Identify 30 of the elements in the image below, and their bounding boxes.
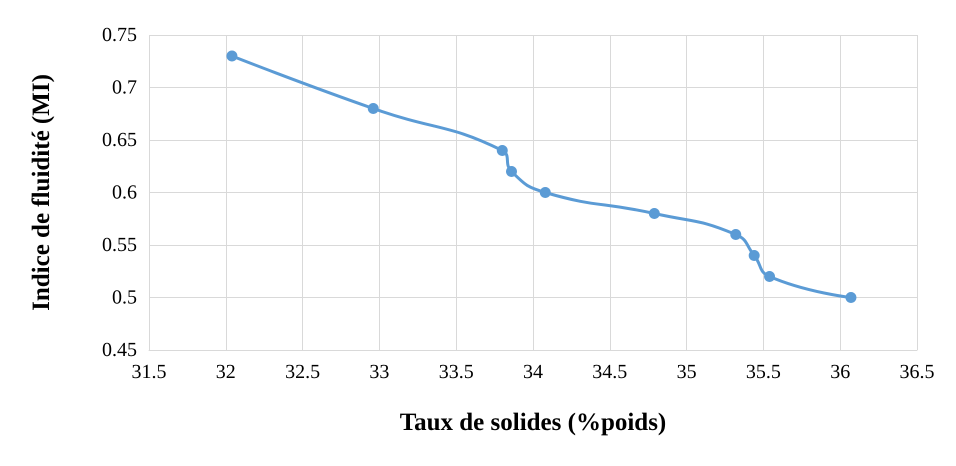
point [226,50,238,62]
x-tick-label: 33.5 [438,361,474,383]
point [730,229,742,240]
y-tick-label: 0.5 [112,286,137,308]
point [368,103,379,114]
point [764,271,776,282]
point [540,187,551,198]
x-tick-label: 33 [369,361,390,383]
x-tick-label: 36.5 [900,361,934,383]
y-tick-label: 0.55 [102,234,137,256]
point [748,250,760,261]
y-tick-label: 0.75 [102,24,137,46]
x-tick-label: 31.5 [132,361,166,383]
x-axis-title: Taux de solides (%poids) [400,409,666,436]
y-tick-label: 0.45 [102,339,137,361]
x-tick-label: 34 [523,361,543,383]
x-tick-label: 34.5 [592,361,628,383]
x-tick-label: 35.5 [746,361,781,383]
x-tick-label: 35 [676,361,697,383]
y-tick-label: 0.7 [112,76,137,98]
x-tick-label: 32.5 [285,361,320,383]
x-tick-label: 36 [830,361,850,383]
point [648,208,660,219]
y-tick-label: 0.65 [102,129,137,151]
point [845,292,856,303]
x-tick-label: 32 [216,361,236,383]
point [496,145,508,156]
point [506,166,517,177]
y-axis-title: Indice de fluidité (MI) [28,74,55,311]
y-tick-label: 0.6 [112,182,137,204]
